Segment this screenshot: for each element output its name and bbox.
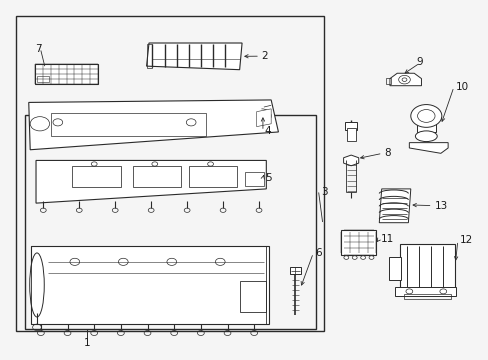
Polygon shape <box>343 155 358 166</box>
Text: 5: 5 <box>264 173 271 183</box>
Text: 11: 11 <box>381 234 394 244</box>
Text: 4: 4 <box>264 126 271 136</box>
Bar <box>289 267 301 274</box>
Text: 2: 2 <box>261 51 267 61</box>
Text: 13: 13 <box>434 201 447 211</box>
Bar <box>346 129 355 141</box>
Text: 3: 3 <box>321 188 327 197</box>
Text: 12: 12 <box>459 235 472 246</box>
Circle shape <box>360 256 365 259</box>
Text: 10: 10 <box>455 82 468 92</box>
Bar <box>344 122 357 130</box>
Bar <box>404 294 449 299</box>
Circle shape <box>351 256 356 259</box>
Bar <box>35 64 98 84</box>
Bar <box>25 115 316 329</box>
Bar <box>133 166 181 187</box>
Bar <box>394 287 455 296</box>
Polygon shape <box>146 43 242 70</box>
Polygon shape <box>29 100 278 150</box>
Bar <box>399 244 454 288</box>
Bar <box>416 114 435 132</box>
Text: 9: 9 <box>416 57 423 67</box>
Polygon shape <box>389 73 421 86</box>
Text: 6: 6 <box>314 248 321 258</box>
Polygon shape <box>36 161 266 203</box>
Bar <box>37 76 48 82</box>
Polygon shape <box>408 143 447 153</box>
Bar <box>188 166 237 187</box>
Polygon shape <box>379 189 410 223</box>
Ellipse shape <box>414 131 436 141</box>
Polygon shape <box>256 109 271 127</box>
Bar <box>72 166 121 187</box>
Bar <box>16 16 323 331</box>
Bar <box>50 113 205 135</box>
Bar <box>239 282 266 312</box>
Text: 7: 7 <box>35 44 41 54</box>
Ellipse shape <box>30 253 44 317</box>
Bar <box>244 172 264 186</box>
Text: 8: 8 <box>384 148 390 158</box>
Circle shape <box>410 104 441 127</box>
Bar <box>341 230 376 255</box>
Bar <box>31 246 268 324</box>
Text: 1: 1 <box>83 338 90 348</box>
Bar <box>388 257 400 280</box>
Circle shape <box>343 256 348 259</box>
Bar <box>146 44 152 68</box>
Circle shape <box>368 256 373 259</box>
Bar <box>386 77 390 84</box>
